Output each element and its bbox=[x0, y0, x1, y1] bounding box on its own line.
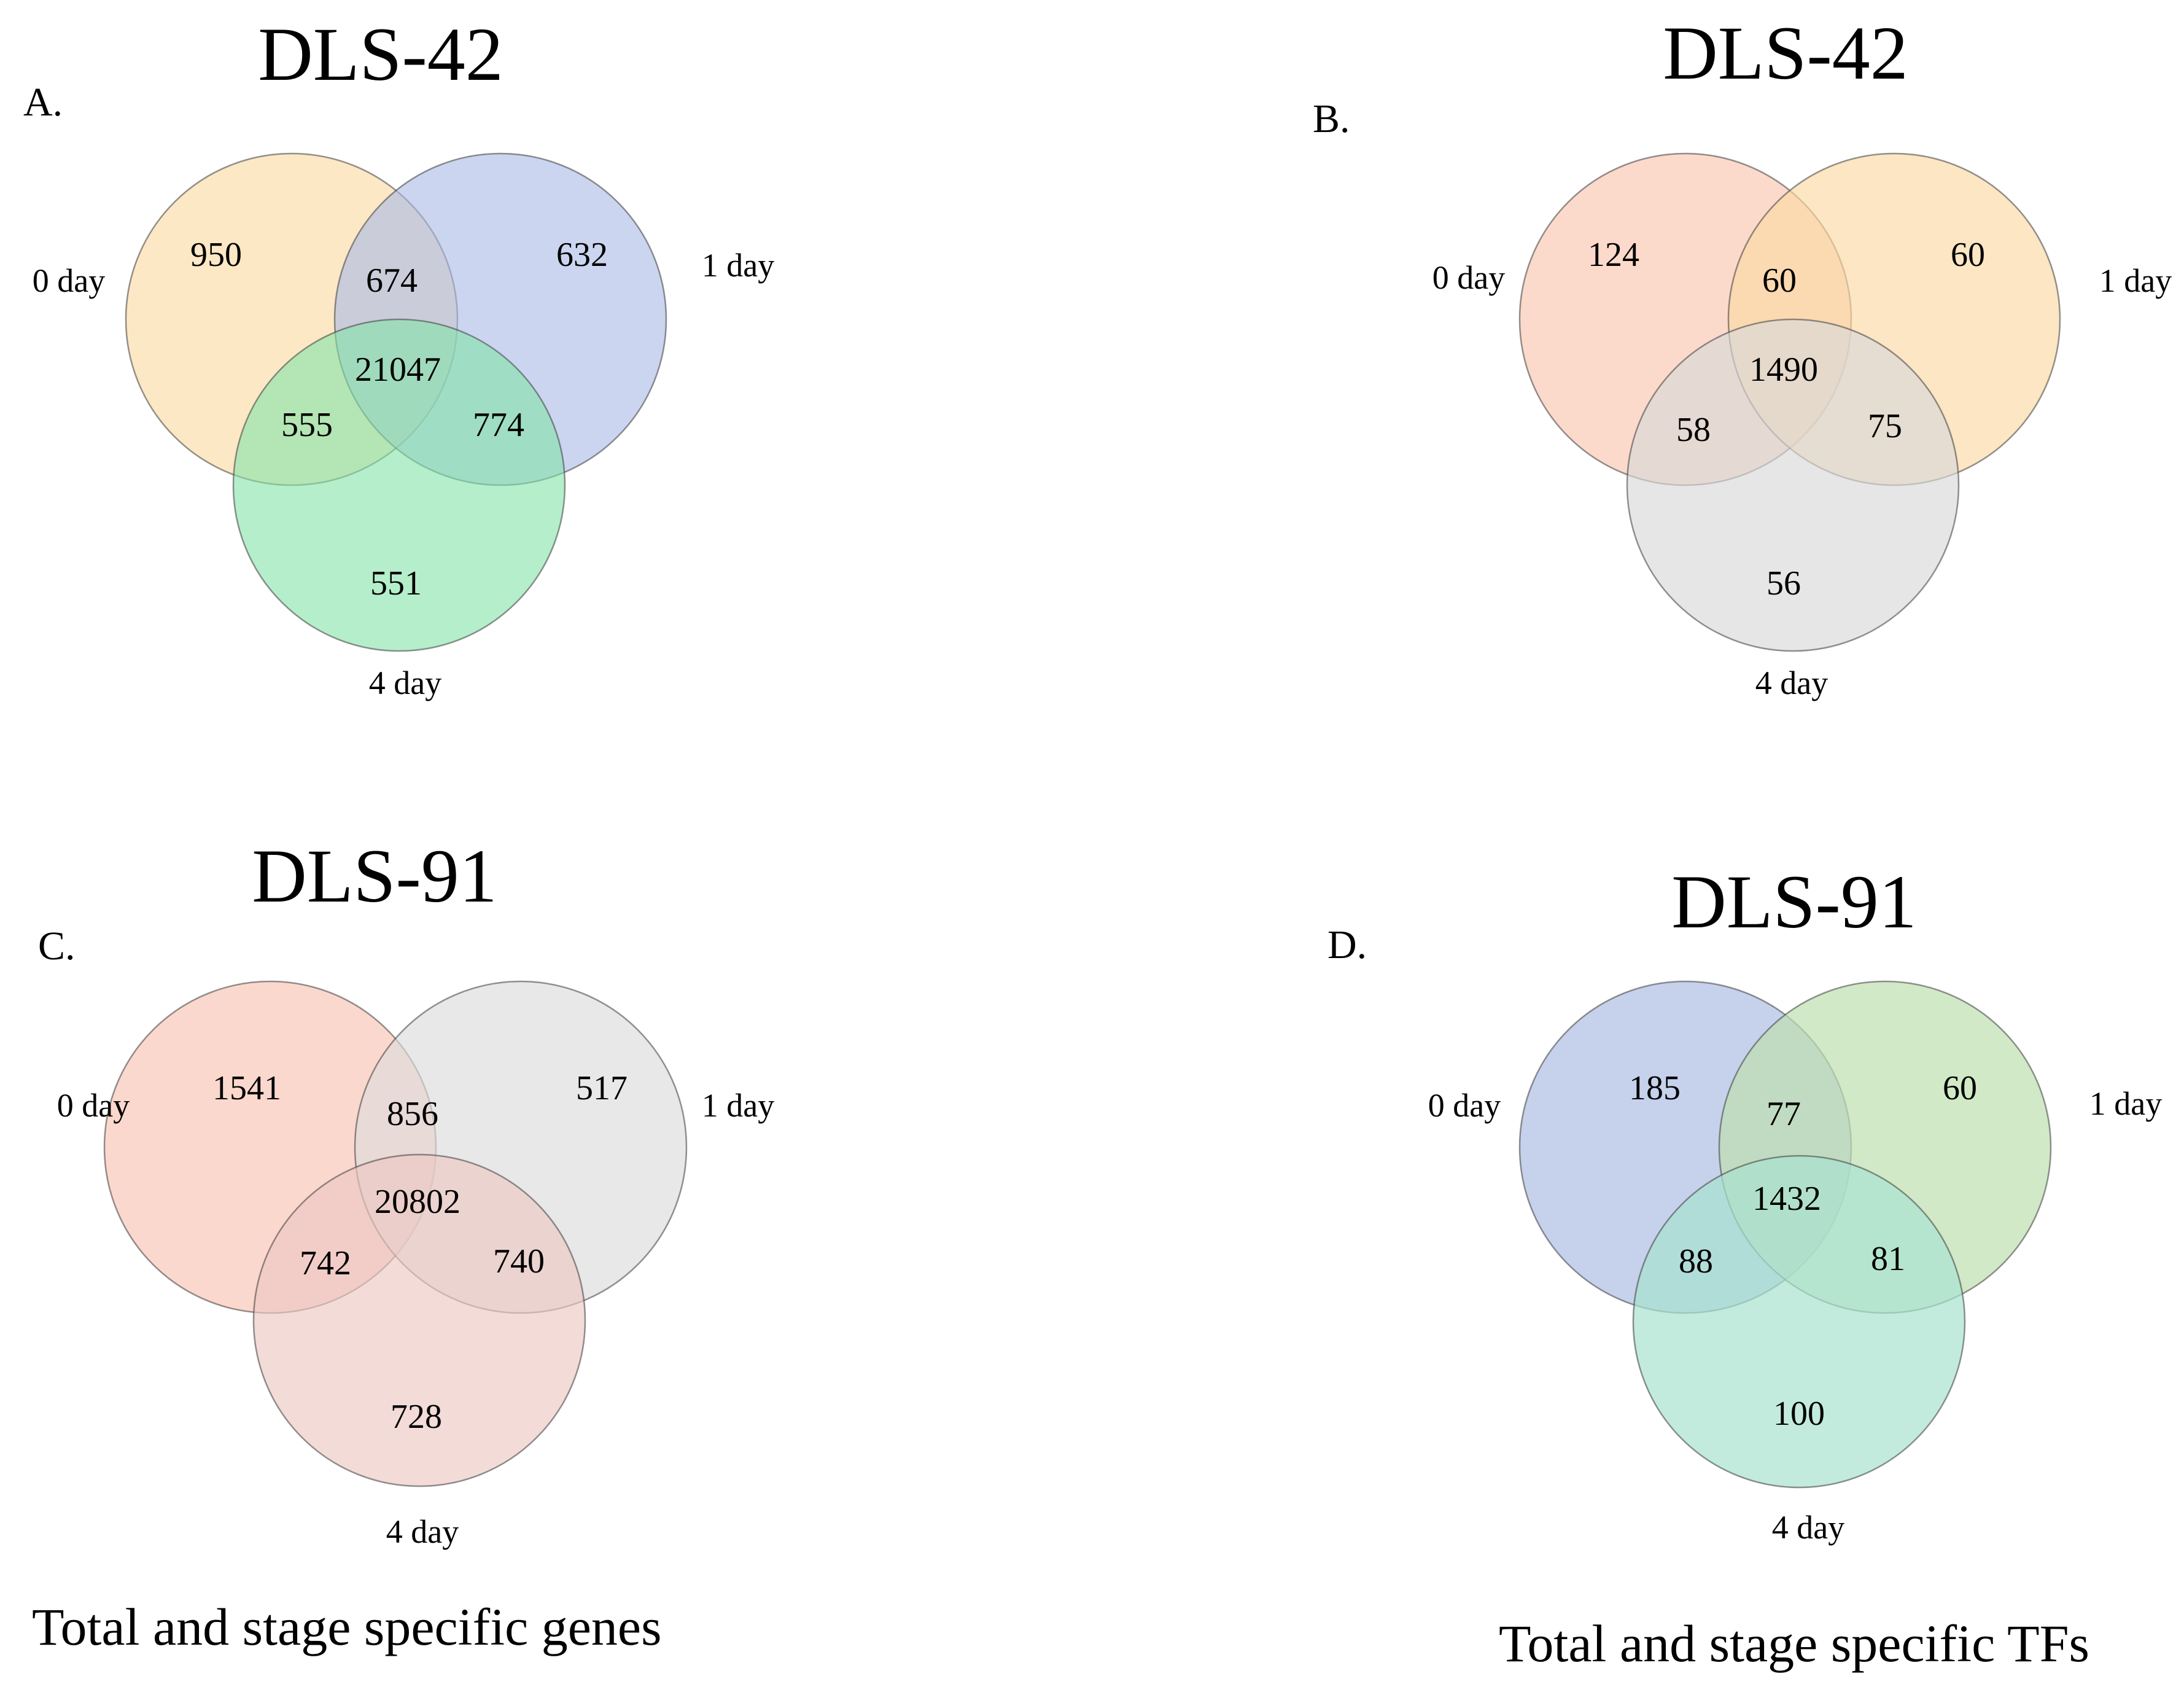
panel-b-value-0day-1day: 60 bbox=[1762, 262, 1797, 300]
panel-a-value-0day-only: 950 bbox=[190, 236, 242, 274]
panel-d-value-1day-4day: 81 bbox=[1871, 1240, 1905, 1278]
panel-b-value-4day-only: 56 bbox=[1766, 564, 1801, 602]
panel-a-value-4day-only: 551 bbox=[370, 564, 422, 602]
panel-c-value-0day-4day: 742 bbox=[300, 1244, 351, 1282]
panel-b-letter: B. bbox=[1313, 96, 1350, 141]
panel-a-letter: A. bbox=[23, 80, 63, 125]
panel-d-value-1day-only: 60 bbox=[1943, 1069, 1977, 1107]
panel-b-label-0day: 0 day bbox=[1432, 259, 1505, 296]
panel-c-value-4day-only: 728 bbox=[391, 1398, 442, 1436]
panel-a-value-all: 21047 bbox=[355, 351, 441, 389]
panel-a-label-1day: 1 day bbox=[702, 247, 774, 284]
panel-b-value-0day-4day: 58 bbox=[1676, 411, 1711, 449]
panel-c: DLS-91 C. 0 day 1 day 4 day 1541 856 517… bbox=[38, 834, 774, 1550]
panel-d-value-all: 1432 bbox=[1752, 1180, 1821, 1218]
panel-c-label-0day: 0 day bbox=[57, 1087, 130, 1124]
panel-d-value-0day-1day: 77 bbox=[1766, 1095, 1801, 1133]
panel-c-label-1day: 1 day bbox=[702, 1087, 774, 1124]
panel-d-label-1day: 1 day bbox=[2089, 1085, 2162, 1122]
panel-c-value-1day-only: 517 bbox=[576, 1069, 628, 1107]
panel-a-label-0day: 0 day bbox=[33, 262, 105, 299]
panel-a: DLS-42 A. 0 day 1 day 4 day 950 674 632 … bbox=[23, 12, 774, 701]
panel-a-value-0day-1day: 674 bbox=[366, 262, 418, 300]
panel-b-value-1day-4day: 75 bbox=[1868, 407, 1902, 445]
panel-c-label-4day: 4 day bbox=[386, 1513, 459, 1550]
panel-b-circle-4day bbox=[1626, 318, 1960, 652]
panel-a-title: DLS-42 bbox=[258, 12, 503, 96]
panel-c-value-1day-4day: 740 bbox=[493, 1242, 545, 1280]
panel-c-letter: C. bbox=[38, 924, 76, 968]
panel-b: DLS-42 B. 0 day 1 day 4 day 124 60 60 14… bbox=[1313, 11, 2172, 701]
panel-c-value-0day-only: 1541 bbox=[212, 1069, 281, 1107]
panel-d-label-0day: 0 day bbox=[1428, 1087, 1501, 1124]
panel-c-value-all: 20802 bbox=[375, 1183, 461, 1221]
panel-b-label-4day: 4 day bbox=[1755, 664, 1828, 701]
panel-d-label-4day: 4 day bbox=[1772, 1509, 1844, 1546]
panel-b-value-0day-only: 124 bbox=[1588, 236, 1639, 274]
panel-a-value-1day-4day: 774 bbox=[473, 406, 524, 444]
panel-a-value-1day-only: 632 bbox=[556, 236, 608, 274]
panel-b-value-1day-only: 60 bbox=[1951, 236, 1985, 274]
panel-a-value-0day-4day: 555 bbox=[281, 406, 333, 444]
panel-c-title: DLS-91 bbox=[252, 834, 497, 918]
panel-c-value-0day-1day: 856 bbox=[387, 1095, 438, 1133]
panel-d-value-0day-4day: 88 bbox=[1679, 1242, 1713, 1280]
panel-d-value-0day-only: 185 bbox=[1629, 1069, 1681, 1107]
panel-d: DLS-91 D. 0 day 1 day 4 day 185 77 60 14… bbox=[1327, 860, 2162, 1546]
panel-c-circle-4day bbox=[252, 1153, 586, 1487]
caption-tfs: Total and stage specific TFs bbox=[1499, 1614, 2089, 1673]
panel-b-title: DLS-42 bbox=[1663, 11, 1908, 95]
panel-a-circle-4day bbox=[232, 318, 566, 652]
caption-genes: Total and stage specific genes bbox=[32, 1597, 662, 1656]
panel-d-value-4day-only: 100 bbox=[1773, 1395, 1825, 1433]
panel-d-circle-4day bbox=[1632, 1155, 1966, 1489]
panel-b-value-all: 1490 bbox=[1749, 351, 1818, 389]
panel-d-title: DLS-91 bbox=[1671, 860, 1917, 944]
panel-a-label-4day: 4 day bbox=[369, 664, 441, 701]
panel-d-letter: D. bbox=[1327, 922, 1367, 967]
panel-b-label-1day: 1 day bbox=[2099, 262, 2172, 299]
